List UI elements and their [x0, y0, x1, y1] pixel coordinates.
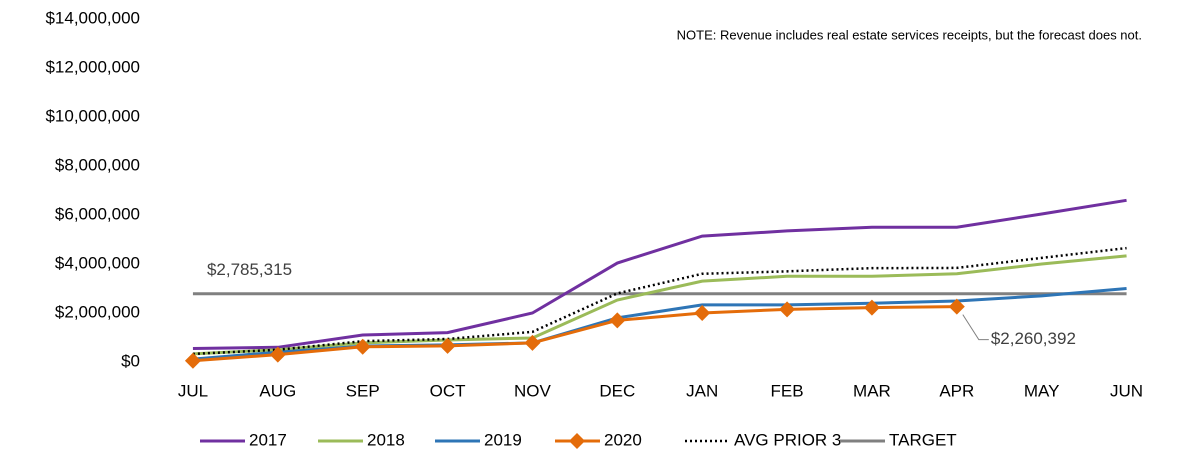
y-tick-label: $8,000,000	[55, 155, 140, 174]
series-line	[192, 254, 1127, 356]
y-tick-label: $4,000,000	[55, 253, 140, 272]
legend-label: 2020	[604, 430, 642, 449]
note: NOTE: Revenue includes real estate servi…	[677, 27, 1142, 42]
marker	[439, 337, 456, 354]
series-line	[192, 198, 1127, 351]
marker	[184, 352, 201, 369]
y-tick-label: $12,000,000	[45, 57, 140, 76]
marker	[779, 301, 796, 318]
x-tick-label: JUL	[178, 381, 208, 400]
x-tick-label: NOV	[514, 381, 552, 400]
x-tick-label: DEC	[599, 381, 635, 400]
y-tick-label: $2,000,000	[55, 302, 140, 321]
x-tick-label: OCT	[430, 381, 466, 400]
x-tick-label: JAN	[686, 381, 718, 400]
marker	[694, 305, 711, 321]
marker	[269, 346, 286, 363]
y-tick-label: $6,000,000	[55, 204, 140, 223]
marker	[863, 299, 880, 316]
legend-label: AVG PRIOR 3	[734, 430, 841, 449]
leader-line	[962, 314, 989, 341]
legend-label: 2017	[249, 430, 287, 449]
y-tick-label: $10,000,000	[45, 106, 140, 125]
x-tick-label: MAY	[1024, 381, 1060, 400]
marker	[354, 338, 371, 355]
y-tick-label: $0	[121, 351, 140, 370]
legend-label: 2018	[367, 430, 405, 449]
x-tick-label: MAR	[853, 381, 891, 400]
x-tick-label: SEP	[346, 381, 380, 400]
legend-marker	[569, 433, 585, 449]
x-tick-label: FEB	[771, 381, 804, 400]
marker	[609, 312, 626, 329]
legend-label: TARGET	[889, 430, 957, 449]
legend-label: 2019	[484, 430, 522, 449]
series-line	[192, 305, 957, 363]
annotation: $2,260,392	[991, 329, 1076, 348]
annotation: $2,785,315	[207, 260, 292, 279]
x-tick-label: JUN	[1110, 381, 1143, 400]
x-tick-label: AUG	[259, 381, 296, 400]
series-line	[192, 246, 1127, 356]
marker	[524, 334, 541, 351]
marker	[948, 298, 965, 315]
x-tick-label: APR	[939, 381, 974, 400]
y-tick-label: $14,000,000	[45, 8, 140, 27]
